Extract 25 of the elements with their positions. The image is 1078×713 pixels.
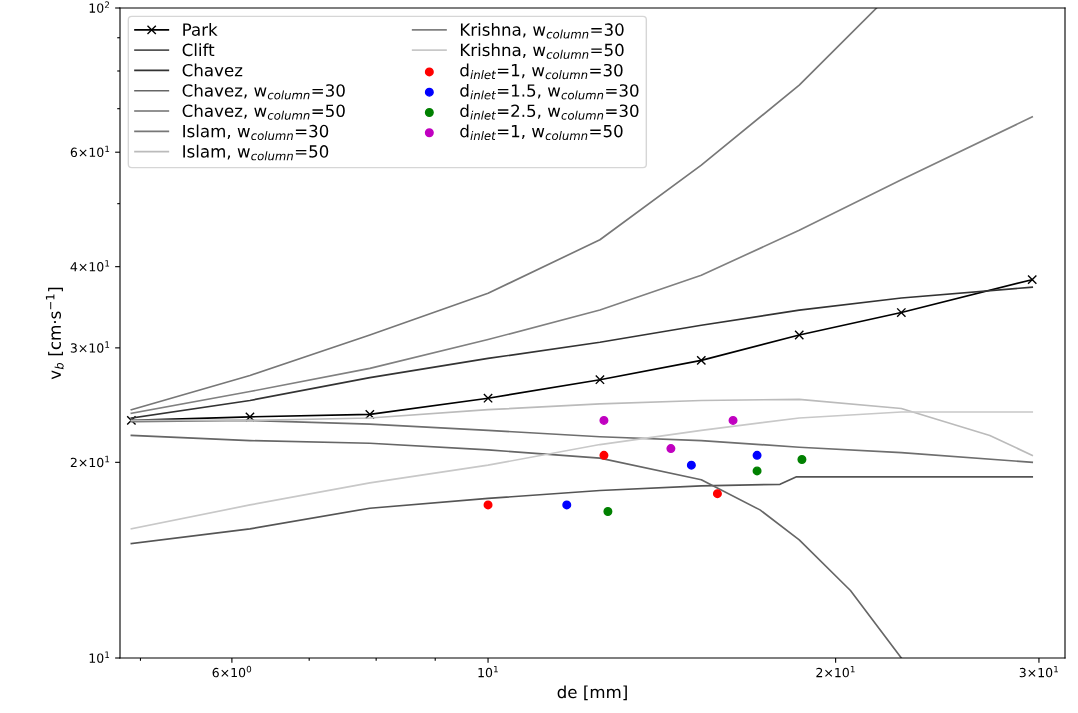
legend-label: Park [183, 23, 218, 36]
y-tick-label: 4×10$^{1}$ [70, 260, 110, 272]
legend-label: Islam, w$_{column}$=30 [183, 124, 329, 141]
x-tick-label: 3×10$^{1}$ [1019, 665, 1058, 678]
x-tick-label: 2×10$^{1}$ [816, 665, 855, 678]
y-tick-label: 10$^{1}$ [89, 651, 110, 663]
y-tick-label: 3×10$^{1}$ [70, 341, 110, 353]
legend-label: Chavez [182, 63, 243, 77]
legend-label: Islam, w$_{column}$=50 [183, 144, 329, 161]
legend-label: Chavez, w$_{column}$=30 [182, 83, 345, 100]
legend-label: Krishna, w$_{column}$=30 [460, 23, 624, 39]
legend-label: d$_{inlet}$=1, w$_{column}$=30 [460, 63, 623, 80]
legend-label: Clift [182, 43, 215, 57]
y-tick-label: 6×10$^{1}$ [70, 145, 110, 158]
legend-label: Chavez, w$_{column}$=50 [182, 104, 345, 120]
legend-label: Krishna, w$_{column}$=50 [460, 43, 624, 59]
x-tick-label: 6×10$^{0}$ [212, 665, 252, 678]
x-axis-title: de [mm] [557, 685, 627, 701]
legend-label: d$_{inlet}$=2.5, w$_{column}$=30 [460, 104, 639, 120]
y-axis-title: v$_{b}$ [cm·s$^{−1}$] [45, 287, 64, 380]
y-tick-label: 2×10$^{1}$ [70, 455, 110, 468]
legend-label: d$_{inlet}$=1.5, w$_{column}$=30 [460, 83, 639, 100]
y-tick-label: 10$^{2}$ [89, 1, 109, 13]
x-tick-label: 10$^{1}$ [478, 665, 498, 678]
legend-label: d$_{inlet}$=1, w$_{column}$=50 [460, 124, 623, 141]
